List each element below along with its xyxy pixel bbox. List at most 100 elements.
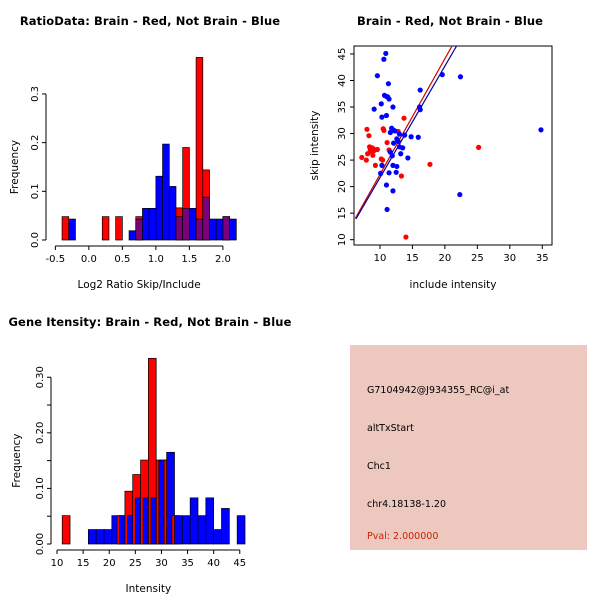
histogram-bar-overlap: [175, 216, 184, 241]
scatter-title: Brain - Red, Not Brain - Blue: [356, 14, 544, 28]
scatter-point: [417, 87, 423, 93]
y-tick-label: 0.00: [35, 533, 46, 555]
histogram-bar-blue: [209, 218, 217, 241]
y-tick-label: 0.0: [30, 232, 41, 248]
scatter-point: [395, 138, 401, 145]
x-tick-label: 30: [503, 253, 516, 264]
x-tick-label: 0.5: [114, 254, 130, 265]
x-tick-label: 35: [181, 558, 194, 569]
histogram-bar-red: [61, 515, 71, 545]
histogram-bar-blue: [148, 208, 157, 241]
info-gene-symbol: Chc1: [367, 461, 391, 472]
x-tick-label: 1.0: [148, 254, 164, 265]
scatter-point: [408, 134, 414, 140]
scatter-point: [396, 131, 403, 137]
histogram-bar-blue: [174, 515, 183, 545]
scatter-point: [359, 154, 365, 161]
scatter-point: [366, 133, 372, 139]
scatter-point: [363, 157, 369, 163]
scatter-point: [476, 144, 482, 150]
histogram-bar-blue: [142, 208, 150, 241]
scatter-point: [390, 104, 396, 110]
histogram-bar-blue: [197, 515, 207, 545]
x-tick-label: 20: [439, 253, 452, 264]
scatter-point: [372, 162, 379, 168]
scatter-point: [379, 162, 385, 168]
scatter-point: [402, 132, 408, 138]
y-tick-label: 45: [337, 48, 348, 61]
scatter-plot-area: [354, 46, 544, 240]
y-tick-label: 0.10: [35, 477, 46, 499]
scatter-point: [457, 74, 464, 80]
y-tick-label: 15: [337, 207, 348, 220]
info-probe-id: G7104942@J934355_RC@i_at: [367, 385, 510, 396]
histogram-bar-overlap: [222, 216, 230, 241]
histogram-bar-blue: [205, 497, 215, 545]
panel-scatter: Brain - Red, Not Brain - Blue 10 15 20 25 30…: [300, 0, 600, 300]
scatter-point: [365, 151, 371, 157]
scatter-point: [383, 112, 390, 119]
x-axis-title: Log2 Ratio Skip/Include: [78, 279, 201, 291]
scatter-point: [390, 188, 396, 194]
y-tick-label: 0.30: [35, 366, 46, 388]
gene-info-panel: G7104942@J934355_RC@i_at altTxStart Chc1…: [350, 345, 587, 550]
x-tick-label: 25: [471, 253, 484, 264]
info-locus: chr4.18138-1.20: [367, 499, 447, 510]
y-tick-label: 0.2: [30, 135, 41, 151]
histogram-bar-blue: [189, 208, 197, 241]
histogram-bar-blue: [229, 218, 237, 241]
scatter-point: [403, 234, 409, 240]
histogram-bar-red: [115, 216, 123, 241]
y-axis-title: Frequency: [11, 433, 23, 487]
histogram-bar-blue: [155, 175, 163, 241]
scatter-point: [393, 169, 399, 175]
scatter-point: [391, 140, 397, 146]
scatter-point: [415, 134, 421, 140]
scatter-point: [386, 96, 392, 102]
scatter-point: [364, 126, 370, 132]
scatter-point: [427, 161, 433, 167]
y-axis-title: skip intensity: [309, 111, 321, 181]
x-tick-label: 1.5: [181, 254, 197, 265]
x-tick-label: 0.0: [81, 254, 97, 265]
scatter-point: [390, 162, 396, 168]
scatter-point: [384, 206, 390, 213]
x-tick-label: 15: [77, 558, 90, 569]
histogram-bar: [195, 57, 204, 241]
scatter-point: [417, 107, 423, 113]
scatter-point: [538, 127, 544, 133]
scatter-point: [371, 106, 377, 112]
histogram-bar-red: [101, 216, 110, 241]
x-tick-label: 25: [129, 558, 142, 569]
histogram-bar-blue: [215, 218, 224, 241]
histogram-bar-blue: [87, 529, 97, 545]
scatter-point: [439, 72, 445, 78]
scatter-point: [374, 146, 380, 153]
histogram-bar-overlap: [202, 196, 210, 241]
histogram-bar-blue: [213, 529, 222, 545]
x-tick-label: 30: [155, 558, 168, 569]
x-tick-label: 45: [233, 558, 246, 569]
histogram-bar-overlap: [182, 208, 190, 241]
histogram-bar-blue: [221, 508, 230, 545]
scatter-point: [379, 114, 385, 120]
histogram-bar-blue: [168, 186, 177, 241]
x-tick-label: 40: [207, 558, 220, 569]
histogram-bar-overlap: [195, 218, 204, 241]
histogram-bar-blue: [162, 143, 170, 241]
histogram-bar-blue: [189, 497, 199, 545]
ratio-histogram-title: RatioData: Brain - Red, Not Brain - Blue: [19, 14, 281, 28]
scatter-point: [383, 182, 390, 188]
histogram-bar-blue: [68, 218, 76, 241]
y-tick-label: 0.3: [30, 86, 41, 102]
scatter-point: [381, 56, 387, 62]
x-tick-label: 2.0: [215, 254, 231, 265]
x-tick-label: 35: [536, 253, 549, 264]
scatter-point: [398, 173, 404, 179]
scatter-point: [394, 163, 400, 170]
x-tick-label: 10: [51, 558, 64, 569]
scatter-point: [374, 73, 380, 79]
scatter-point: [384, 139, 390, 146]
histogram-bar-blue: [236, 515, 246, 545]
